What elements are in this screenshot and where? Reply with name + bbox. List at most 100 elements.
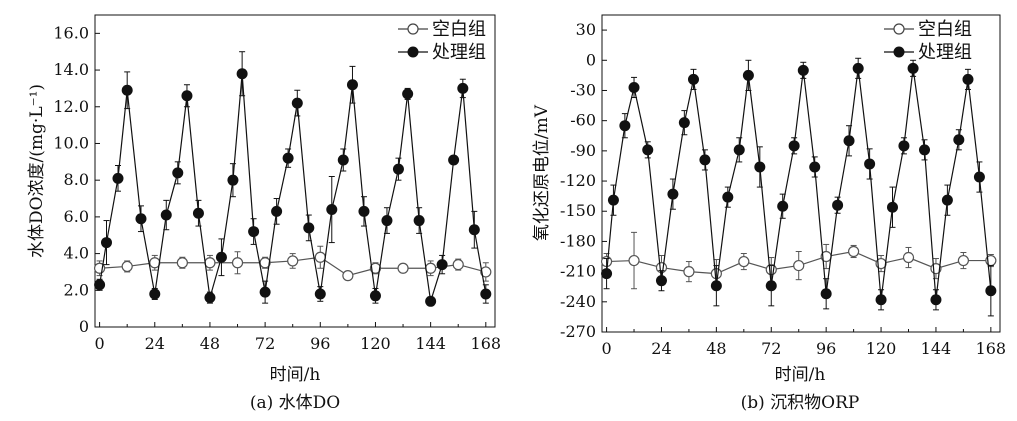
- y-tick-label: 8.0: [64, 170, 89, 189]
- data-point-blank: [738, 255, 750, 268]
- x-tick-label: 144: [921, 339, 952, 358]
- data-point-treatment: [271, 205, 283, 217]
- data-point-treatment: [282, 152, 294, 164]
- y-tick-label: 0: [586, 50, 596, 69]
- y-tick-label: -120: [560, 171, 596, 190]
- plot-frame-a: [94, 14, 496, 328]
- x-tick-label: 168: [471, 334, 502, 353]
- x-tick-label: 120: [360, 334, 391, 353]
- data-point-blank: [848, 245, 860, 258]
- y-tick-label: -90: [570, 141, 596, 160]
- data-point-treatment: [777, 200, 789, 212]
- data-point-treatment: [337, 154, 349, 166]
- data-point-treatment: [788, 140, 800, 152]
- data-point-blank: [480, 266, 492, 278]
- series-line-treatment: [605, 68, 992, 300]
- data-point-treatment: [919, 144, 931, 156]
- y-tick-label: -240: [560, 292, 596, 311]
- y-tick-label: -30: [570, 80, 596, 99]
- data-point-blank: [176, 257, 188, 269]
- data-point-blank: [902, 251, 915, 264]
- data-point-treatment: [754, 161, 766, 173]
- plot-frame-b: [601, 14, 1001, 333]
- data-point-treatment: [112, 172, 124, 184]
- y-tick-label: 10.0: [53, 133, 89, 152]
- data-point-treatment: [259, 286, 271, 298]
- data-point-treatment: [985, 285, 997, 297]
- series-layer-b: [600, 57, 997, 317]
- legend-label-treatment: 处理组: [918, 42, 972, 63]
- x-tick-label: 0: [601, 339, 611, 358]
- data-point-treatment: [402, 88, 414, 100]
- data-point-treatment: [121, 84, 133, 96]
- y-tick-label: 2.0: [64, 280, 89, 299]
- data-point-treatment: [172, 167, 184, 179]
- data-point-treatment: [907, 62, 919, 74]
- data-point-treatment: [236, 68, 248, 80]
- data-point-treatment: [953, 134, 965, 146]
- y-tick-label: 14.0: [53, 60, 89, 79]
- legend-entry-treatment-b: 处理组: [884, 42, 972, 63]
- y-axis-label-a: 水体DO浓度/(mg·L⁻¹): [27, 84, 47, 258]
- data-point-blank: [287, 255, 299, 267]
- data-point-blank: [369, 262, 382, 274]
- data-point-treatment: [607, 194, 619, 206]
- data-point-treatment: [392, 163, 404, 175]
- caption-b: (b) 沉积物ORP: [741, 393, 860, 413]
- x-tick-label: 24: [651, 339, 671, 358]
- data-point-treatment: [369, 290, 381, 302]
- y-tick-label: 6.0: [64, 207, 89, 226]
- x-tick-label: 144: [415, 334, 446, 353]
- data-point-treatment: [181, 90, 193, 102]
- data-point-treatment: [457, 82, 469, 94]
- x-tick-label: 96: [310, 334, 330, 353]
- data-point-treatment: [699, 154, 711, 166]
- data-point-treatment: [326, 204, 338, 216]
- x-tick-label: 96: [816, 339, 836, 358]
- data-point-treatment: [248, 226, 260, 238]
- data-point-treatment: [733, 144, 745, 156]
- data-point-treatment: [303, 222, 315, 234]
- data-point-blank: [314, 251, 326, 263]
- data-point-treatment: [742, 69, 754, 81]
- data-point-treatment: [291, 97, 303, 109]
- data-point-treatment: [655, 275, 667, 287]
- data-point-treatment: [346, 79, 358, 91]
- data-point-blank: [793, 259, 805, 272]
- data-point-treatment: [642, 144, 654, 156]
- data-point-treatment: [710, 280, 722, 292]
- y-tick-label: -60: [570, 111, 596, 130]
- data-point-treatment: [832, 199, 844, 211]
- y-axis-label-b: 氧化还原电位/mV: [532, 104, 552, 241]
- data-point-blank: [957, 254, 970, 267]
- data-point-treatment: [425, 295, 437, 307]
- chart-panel-a: 0 24 48 72 96 120 144 168 0 2.0 4.0 6.0 8.0 10.0 12.0 1…: [27, 14, 502, 413]
- data-point-treatment: [962, 73, 974, 85]
- data-point-treatment: [215, 251, 227, 263]
- y-tick-label: -180: [560, 231, 596, 250]
- data-point-treatment: [619, 120, 631, 132]
- series-line-treatment: [99, 73, 487, 302]
- legend-marker-open-circle: [893, 23, 905, 35]
- data-point-treatment: [930, 294, 942, 306]
- data-point-treatment: [601, 268, 613, 280]
- data-point-treatment: [436, 259, 448, 271]
- data-point-blank: [204, 257, 216, 269]
- data-point-treatment: [864, 158, 876, 170]
- data-point-treatment: [204, 292, 216, 304]
- data-point-treatment: [381, 215, 393, 227]
- data-point-treatment: [973, 171, 985, 183]
- data-point-blank: [683, 266, 695, 278]
- x-axis-label-b: 时间/h: [775, 365, 826, 385]
- data-point-treatment: [667, 188, 679, 200]
- data-point-blank: [628, 254, 640, 267]
- legend-b: 空白组 处理组: [884, 19, 972, 63]
- x-tick-label: 72: [255, 334, 275, 353]
- legend-entry-blank-b: 空白组: [884, 19, 972, 40]
- data-point-treatment: [852, 62, 864, 74]
- data-point-treatment: [94, 279, 106, 291]
- data-point-treatment: [628, 81, 640, 93]
- x-tick-label: 72: [761, 339, 781, 358]
- x-axis-label-a: 时间/h: [270, 365, 321, 385]
